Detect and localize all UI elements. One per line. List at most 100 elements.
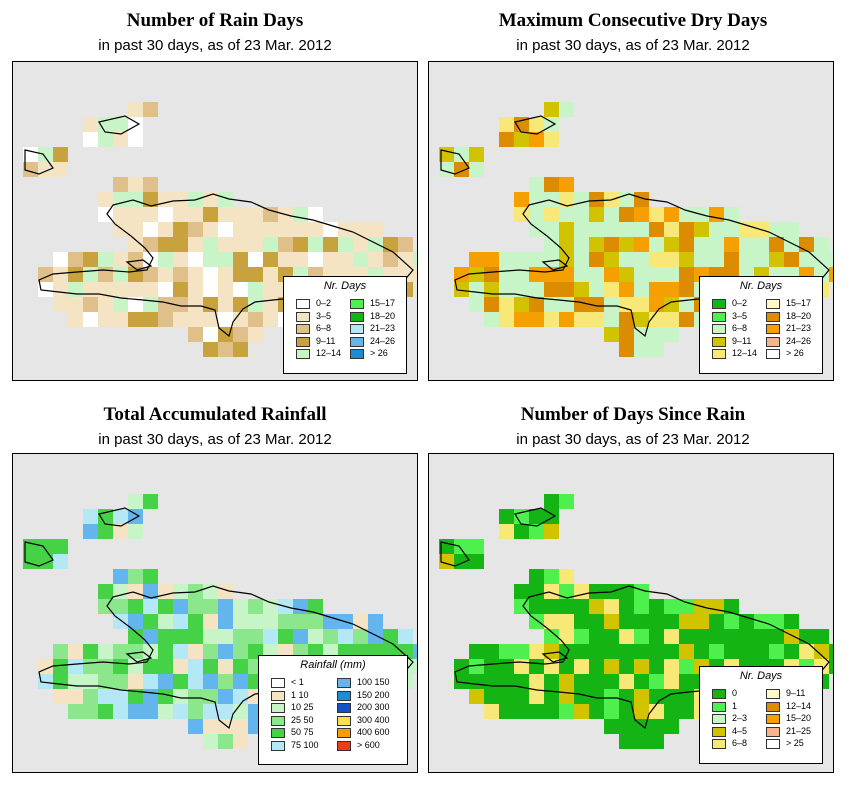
- grid-cell: [143, 207, 158, 222]
- grid-cell: [188, 252, 203, 267]
- grid-cell: [218, 342, 233, 357]
- grid-cell: [499, 674, 514, 689]
- grid-cell: [814, 629, 829, 644]
- grid-cell: [68, 252, 83, 267]
- grid-cell: [634, 644, 649, 659]
- grid-cell: [604, 207, 619, 222]
- grid-cell: [113, 644, 128, 659]
- grid-cell: [574, 282, 589, 297]
- grid-cell: [544, 674, 559, 689]
- grid-cell: [679, 629, 694, 644]
- grid-cell: [589, 207, 604, 222]
- grid-cell: [574, 312, 589, 327]
- grid-cell: [514, 297, 529, 312]
- grid-cell: [383, 629, 398, 644]
- grid-cell: [188, 629, 203, 644]
- grid-cell: [454, 674, 469, 689]
- grid-cell: [469, 659, 484, 674]
- legend-swatch: [337, 715, 351, 726]
- grid-cell: [544, 312, 559, 327]
- grid-cell: [679, 599, 694, 614]
- grid-cell: [248, 222, 263, 237]
- grid-cell: [604, 719, 619, 734]
- grid-cell: [634, 237, 649, 252]
- legend-label: 0: [732, 688, 738, 698]
- grid-cell: [173, 599, 188, 614]
- grid-cell: [589, 192, 604, 207]
- grid-cell: [649, 659, 664, 674]
- grid-cell: [338, 629, 353, 644]
- grid-cell: [709, 644, 724, 659]
- map-rain-days[interactable]: Nr. Days 0–2 3–5 6–8 9–11 12–14 15–17 18–20 21–…: [12, 61, 418, 381]
- grid-cell: [278, 237, 293, 252]
- grid-cell: [68, 267, 83, 282]
- grid-cell: [619, 704, 634, 719]
- panel-subtitle: in past 30 days, as of 23 Mar. 2012: [98, 431, 332, 448]
- legend-title: Rainfall (mm): [300, 659, 366, 671]
- grid-cell: [173, 282, 188, 297]
- grid-cell: [529, 207, 544, 222]
- grid-cell: [529, 312, 544, 327]
- grid-cell: [398, 252, 413, 267]
- grid-cell: [98, 282, 113, 297]
- grid-cell: [604, 599, 619, 614]
- coastline: [24, 115, 414, 338]
- grid-cell: [634, 312, 649, 327]
- grid-cell: [709, 207, 724, 222]
- grid-cell: [664, 674, 679, 689]
- grid-cell: [218, 222, 233, 237]
- map-dry-days[interactable]: Nr. Days 0–2 3–5 6–8 9–11 12–14 15–17 18–20 21–…: [428, 61, 834, 381]
- grid-cell: [263, 237, 278, 252]
- grid-cell: [368, 222, 383, 237]
- grid-cell: [634, 599, 649, 614]
- legend-label: 21–23: [786, 323, 812, 333]
- grid-cell: [619, 674, 634, 689]
- grid-cell: [559, 704, 574, 719]
- map-canvas-since-rain: [439, 494, 833, 749]
- grid-cell: [218, 282, 233, 297]
- grid-cell: [559, 267, 574, 282]
- grid-cell: [113, 674, 128, 689]
- grid-cell: [113, 524, 128, 539]
- grid-cell: [484, 312, 499, 327]
- grid-cell: [53, 162, 68, 177]
- grid-cell: [128, 689, 143, 704]
- grid-cell: [484, 297, 499, 312]
- panel-title: Number of Days Since Rain: [520, 404, 746, 425]
- grid-cell: [398, 629, 413, 644]
- grid-cell: [574, 192, 589, 207]
- panel-rain-days: Number of Rain Days in past 30 days, as …: [12, 10, 418, 382]
- map-rainfall[interactable]: Rainfall (mm) < 1 1 10 10 25 25 50 50 75 75 1…: [12, 453, 418, 773]
- legend-label: 15–17: [786, 298, 812, 308]
- grid-cell: [649, 629, 664, 644]
- grid-cell: [739, 252, 754, 267]
- grid-cell: [799, 629, 814, 644]
- legend-swatch: [350, 349, 364, 359]
- legend-swatch: [712, 726, 726, 737]
- grid-cell: [263, 614, 278, 629]
- map-since-rain[interactable]: Nr. Days 0 1 2–3 4–5 6–8 9–11 12–14 15–20 21–25 >…: [428, 453, 834, 773]
- grid-cell: [574, 237, 589, 252]
- grid-cell: [293, 599, 308, 614]
- grid-cell: [634, 674, 649, 689]
- grid-cell: [784, 237, 799, 252]
- grid-cell: [604, 689, 619, 704]
- legend-swatch: [271, 740, 285, 751]
- legend-swatch: [766, 349, 780, 359]
- grid-cell: [604, 222, 619, 237]
- grid-cell: [323, 252, 338, 267]
- grid-cell: [143, 674, 158, 689]
- grid-cell: [469, 539, 484, 554]
- grid-cell: [454, 282, 469, 297]
- grid-cell: [664, 282, 679, 297]
- legend-swatch: [766, 701, 780, 712]
- grid-cell: [83, 252, 98, 267]
- grid-cell: [514, 674, 529, 689]
- grid-cell: [218, 734, 233, 749]
- legend-swatch: [350, 336, 364, 347]
- legend-label: 1 10: [291, 689, 309, 700]
- grid-cell: [293, 614, 308, 629]
- grid-cell: [113, 207, 128, 222]
- panel-title: Total Accumulated Rainfall: [103, 404, 327, 425]
- grid-cell: [143, 614, 158, 629]
